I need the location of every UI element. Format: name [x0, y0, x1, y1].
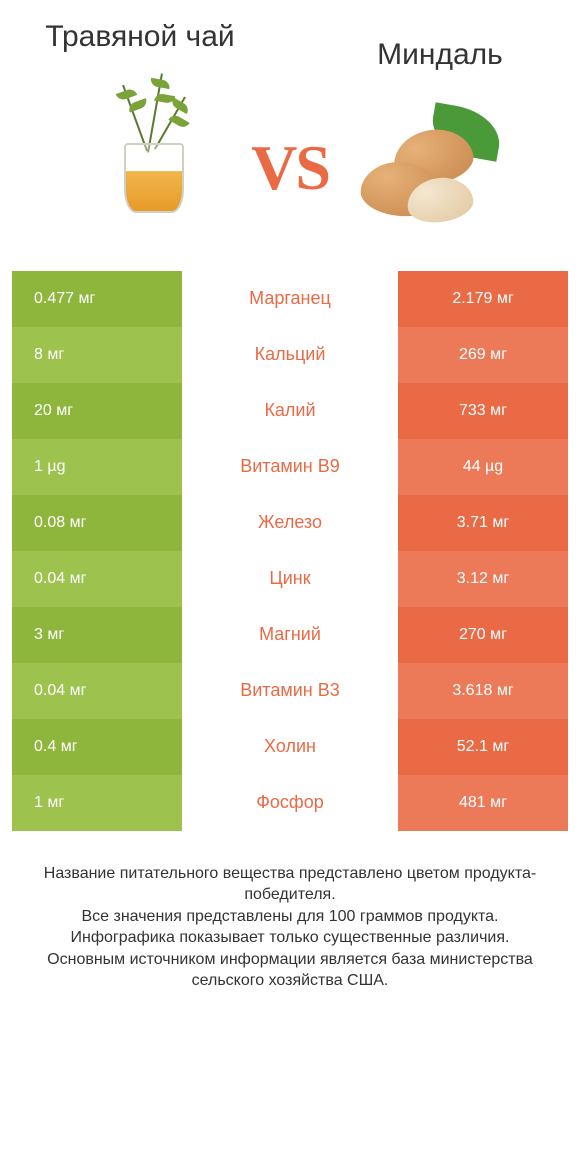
right-value-cell: 3.12 мг — [398, 551, 568, 607]
right-value-cell: 269 мг — [398, 327, 568, 383]
footer-line: Название питательного вещества представл… — [24, 863, 556, 906]
left-product-image — [69, 83, 239, 253]
vs-label: VS — [251, 131, 329, 205]
nutrient-label: Кальций — [182, 327, 398, 383]
nutrient-label: Железо — [182, 495, 398, 551]
right-value-cell: 52.1 мг — [398, 719, 568, 775]
right-value-cell: 481 мг — [398, 775, 568, 831]
left-value-cell: 1 мг — [12, 775, 182, 831]
nutrient-label: Магний — [182, 607, 398, 663]
left-product-title: Травяной чай — [40, 20, 240, 55]
table-row: 20 мгКалий733 мг — [12, 383, 568, 439]
table-row: 0.4 мгХолин52.1 мг — [12, 719, 568, 775]
table-row: 8 мгКальций269 мг — [12, 327, 568, 383]
footer-line: Инфографика показывает только существенн… — [24, 927, 556, 949]
right-value-cell: 270 мг — [398, 607, 568, 663]
left-value-cell: 1 µg — [12, 439, 182, 495]
footer-notes: Название питательного вещества представл… — [0, 863, 580, 993]
right-value-cell: 733 мг — [398, 383, 568, 439]
footer-line: Основным источником информации является … — [24, 949, 556, 992]
nutrient-label: Витамин B3 — [182, 663, 398, 719]
table-row: 0.08 мгЖелезо3.71 мг — [12, 495, 568, 551]
vs-row: VS — [0, 83, 580, 253]
table-row: 0.04 мгВитамин B33.618 мг — [12, 663, 568, 719]
left-value-cell: 0.08 мг — [12, 495, 182, 551]
left-value-cell: 0.04 мг — [12, 663, 182, 719]
nutrient-comparison-table: 0.477 мгМарганец2.179 мг8 мгКальций269 м… — [12, 271, 568, 831]
left-value-cell: 20 мг — [12, 383, 182, 439]
right-value-cell: 44 µg — [398, 439, 568, 495]
table-row: 1 мгФосфор481 мг — [12, 775, 568, 831]
left-value-cell: 8 мг — [12, 327, 182, 383]
right-value-cell: 3.71 мг — [398, 495, 568, 551]
right-product-image — [341, 83, 511, 253]
right-value-cell: 2.179 мг — [398, 271, 568, 327]
table-row: 3 мгМагний270 мг — [12, 607, 568, 663]
right-product-title: Миндаль — [340, 20, 540, 73]
nutrient-label: Цинк — [182, 551, 398, 607]
left-value-cell: 0.477 мг — [12, 271, 182, 327]
nutrient-label: Фосфор — [182, 775, 398, 831]
nutrient-label: Витамин B9 — [182, 439, 398, 495]
nutrient-label: Холин — [182, 719, 398, 775]
left-value-cell: 0.04 мг — [12, 551, 182, 607]
table-row: 0.477 мгМарганец2.179 мг — [12, 271, 568, 327]
nutrient-label: Марганец — [182, 271, 398, 327]
header: Травяной чай Миндаль — [0, 0, 580, 73]
nutrient-label: Калий — [182, 383, 398, 439]
left-value-cell: 3 мг — [12, 607, 182, 663]
table-row: 1 µgВитамин B944 µg — [12, 439, 568, 495]
table-row: 0.04 мгЦинк3.12 мг — [12, 551, 568, 607]
footer-line: Все значения представлены для 100 граммо… — [24, 906, 556, 928]
right-value-cell: 3.618 мг — [398, 663, 568, 719]
left-value-cell: 0.4 мг — [12, 719, 182, 775]
